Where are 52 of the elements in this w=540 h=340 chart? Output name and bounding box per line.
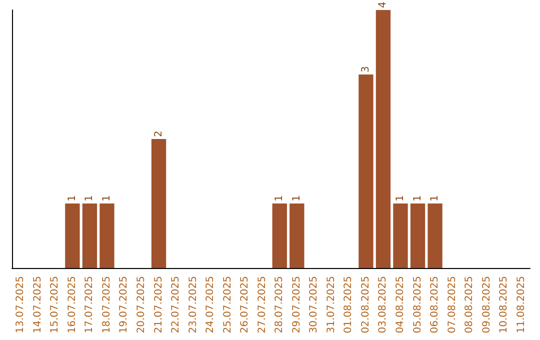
x-tick-label: 19.07.2025 [118, 276, 130, 334]
x-tick-label: 21.07.2025 [153, 276, 164, 334]
x-tick-label: 16.07.2025 [66, 276, 78, 334]
bar [100, 204, 114, 268]
bar [428, 204, 442, 268]
x-tick-label: 08.08.2025 [464, 276, 476, 334]
bar [151, 139, 166, 268]
data-label: 4 [378, 2, 389, 8]
x-tick-label: 29.07.2025 [291, 276, 302, 334]
x-tick-label: 14.07.2025 [32, 276, 44, 334]
x-tick-label: 02.08.2025 [360, 276, 372, 334]
x-tick-label: 09.08.2025 [481, 276, 492, 334]
x-tick-label: 11.08.2025 [516, 276, 527, 334]
bar [410, 204, 426, 268]
data-label: 3 [360, 66, 372, 72]
bar [65, 204, 80, 268]
bar [272, 204, 287, 268]
x-tick-label: 17.07.2025 [84, 276, 96, 334]
bar [376, 10, 391, 268]
bar [358, 74, 374, 268]
x-tick-label: 15.07.2025 [50, 276, 61, 334]
x-tick-label: 27.07.2025 [256, 276, 268, 334]
x-tick-label: 30.07.2025 [308, 276, 320, 334]
x-tick-label: 06.08.2025 [430, 276, 441, 334]
bar [393, 204, 408, 268]
data-label: 1 [395, 195, 406, 202]
data-label: 2 [153, 130, 164, 137]
bar [290, 204, 304, 268]
x-tick-label: 10.08.2025 [498, 276, 510, 334]
data-label: 1 [430, 195, 441, 202]
x-tick-label: 07.08.2025 [446, 276, 458, 334]
x-tick-label: 28.07.2025 [274, 276, 286, 334]
x-tick-label: 23.07.2025 [188, 276, 199, 334]
data-label: 1 [101, 195, 112, 202]
x-tick-label: 03.08.2025 [378, 276, 389, 334]
data-label: 1 [291, 195, 302, 202]
data-label: 1 [66, 195, 78, 202]
x-tick-label: 26.07.2025 [240, 276, 251, 334]
x-tick-label: 13.07.2025 [15, 276, 26, 334]
data-label: 1 [274, 195, 286, 202]
x-tick-label: 22.07.2025 [170, 276, 182, 334]
x-tick-label: 18.07.2025 [101, 276, 112, 334]
x-tick-label: 04.08.2025 [395, 276, 406, 334]
x-tick-label: 05.08.2025 [412, 276, 424, 334]
x-tick-label: 31.07.2025 [326, 276, 337, 334]
x-tick-label: 24.07.2025 [205, 276, 216, 334]
data-label: 1 [412, 195, 424, 202]
x-tick-label: 25.07.2025 [222, 276, 234, 334]
bar [82, 204, 98, 268]
data-label: 1 [84, 195, 96, 202]
x-tick-label: 01.08.2025 [343, 276, 354, 334]
x-tick-label: 20.07.2025 [136, 276, 147, 334]
